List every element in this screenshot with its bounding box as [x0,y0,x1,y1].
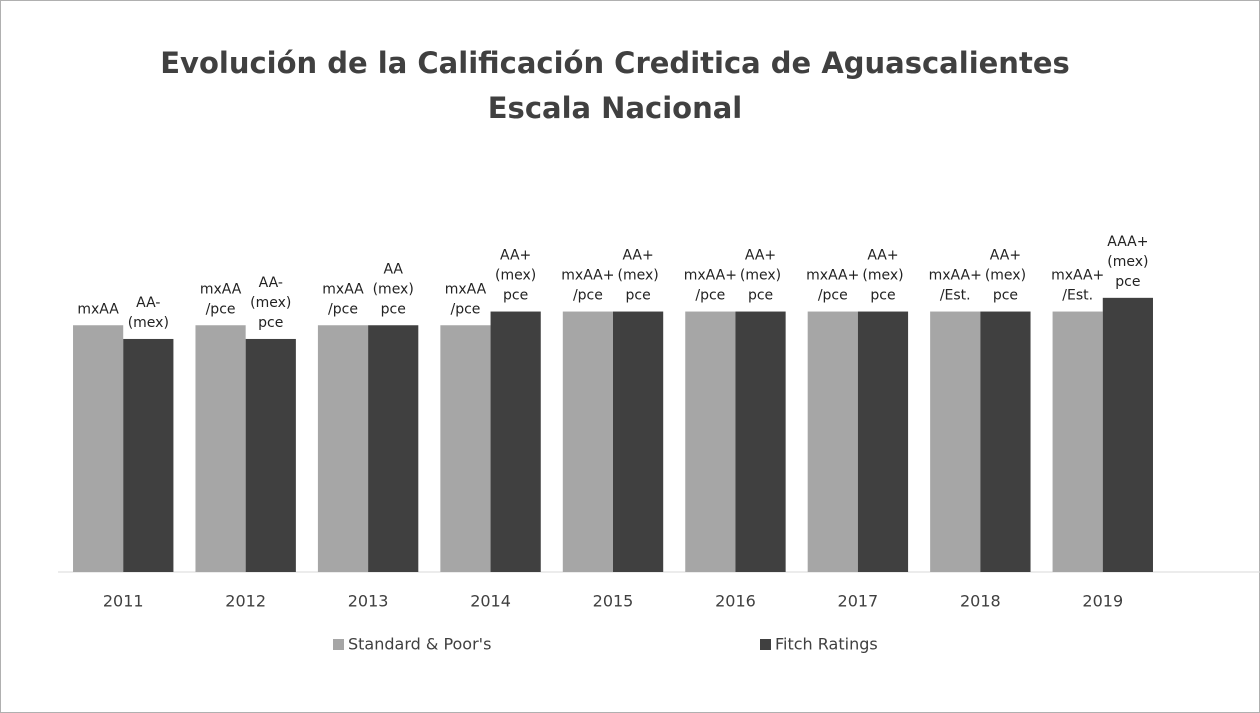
x-tick-label: 2019 [1082,592,1123,611]
data-label-line: (mex) [495,268,536,284]
data-label: AAA+ (mex) pce [1107,234,1148,290]
bar [613,311,664,572]
data-label: AA- (mex) pce [250,275,291,331]
data-label-line: /pce [573,288,603,304]
data-label-line: pce [993,288,1018,304]
bar [490,311,541,572]
x-tick-label: 2014 [470,592,511,611]
data-label-line: mxAA+ [561,268,614,284]
data-label-line: AA+ [622,248,653,264]
bar [685,311,736,572]
data-label-line: (mex) [617,268,658,284]
data-label: AA- (mex) [128,295,169,331]
x-tick-label: 2016 [715,592,756,611]
data-label: AA+ (mex) pce [862,248,903,304]
data-label-line: /pce [695,288,725,304]
data-label: mxAA [77,301,119,317]
data-label-line: mxAA+ [806,268,859,284]
legend-swatch [760,639,771,650]
data-label-line: (mex) [740,268,781,284]
bar [1052,311,1103,572]
data-label-line: pce [258,315,283,331]
bar [73,325,124,572]
x-tick-label: 2013 [348,592,389,611]
data-label-line: pce [870,288,895,304]
data-label-line: mxAA [200,281,242,297]
bar [368,325,419,572]
data-label-line: (mex) [862,268,903,284]
x-tick-label: 2012 [225,592,266,611]
bar [440,325,491,572]
data-label-line: pce [381,301,406,317]
bar [317,325,369,572]
bar [807,311,858,572]
bar [735,311,786,572]
data-label-line: AA+ [500,248,531,264]
bar [857,311,909,572]
data-label-line: mxAA+ [929,268,982,284]
data-label-line: (mex) [128,315,169,331]
data-label: mxAA/pce [322,281,364,317]
chart-title: Evolución de la Calificación Creditica d… [160,46,1070,80]
data-label: mxAA+ /pce [806,268,859,304]
bar [930,311,981,572]
bar [562,311,613,572]
data-label-line: mxAA+ [684,268,737,284]
data-label: mxAA+ /pce [684,268,737,304]
data-label-line: pce [748,288,773,304]
bar [1102,297,1153,572]
data-label-line: /Est. [1062,288,1093,304]
data-label-line: pce [1115,274,1140,290]
data-label-line: AAA+ [1107,234,1148,250]
x-tick-label: 2015 [593,592,634,611]
data-label-line: AA- [259,275,283,291]
bar [245,338,296,572]
chart-subtitle: Escala Nacional [488,91,743,125]
data-label-line: AA- [136,295,160,311]
data-label-line: /pce [450,301,480,317]
data-label-line: AA+ [745,248,776,264]
legend-label: Fitch Ratings [775,635,878,654]
data-label-line: (mex) [1107,254,1148,270]
data-label-line: (mex) [373,281,414,297]
legend-label: Standard & Poor's [348,635,491,654]
data-label-line: pce [625,288,650,304]
data-label-line: mxAA [322,281,364,297]
data-label: AA+ (mex) pce [985,248,1026,304]
data-label-line: AA+ [867,248,898,264]
data-label-line: /pce [328,301,358,317]
x-tick-label: 2011 [103,592,144,611]
legend-swatch [333,639,344,650]
data-label: AA+ (mex) pce [740,248,781,304]
data-label-line: AA [383,261,403,277]
data-label-line: (mex) [250,295,291,311]
data-label: AA (mex) pce [373,261,414,317]
data-label: mxAA+ /Est. [1051,268,1104,304]
data-label-line: /pce [818,288,848,304]
x-tick-label: 2017 [838,592,879,611]
data-label-line: (mex) [985,268,1026,284]
data-label-line: /Est. [940,288,971,304]
data-label-line: /pce [206,301,236,317]
x-tick-label: 2018 [960,592,1001,611]
data-label: mxAA+ /pce [561,268,614,304]
bar [980,311,1031,572]
data-label-line: mxAA+ [1051,268,1104,284]
bar [123,338,174,572]
data-label-line: mxAA [445,281,487,297]
data-label: mxAA/pce [200,281,242,317]
data-label: AA+ (mex) pce [495,248,536,304]
bar [195,325,246,572]
data-label-line: AA+ [990,248,1021,264]
data-label-line: pce [503,288,528,304]
data-label: mxAA/pce [445,281,487,317]
data-label-line: mxAA [77,301,119,317]
data-label: mxAA+ /Est. [929,268,982,304]
data-label: AA+ (mex) pce [617,248,658,304]
